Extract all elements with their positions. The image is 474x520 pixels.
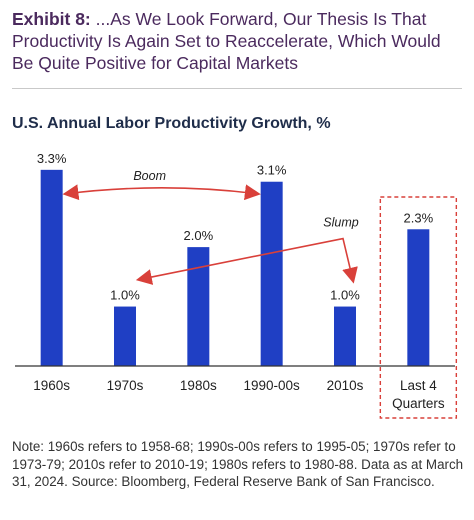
category-label-2: 1980s [180,378,217,393]
category-label-5-line-1: Quarters [392,396,445,411]
annotation-arrow-slump [135,237,358,285]
annotation-label-slump: Slump [323,216,358,230]
category-label-3: 1990-00s [244,378,301,393]
value-label-1: 1.0% [110,288,140,303]
highlight-box [379,196,458,419]
category-label-5-line-0: Last 4 [400,378,437,393]
bar-2 [187,247,210,366]
value-label-5: 2.3% [404,210,434,225]
category-label-4: 2010s [327,378,364,393]
divider [12,88,462,89]
bar-0 [40,169,63,366]
value-label-3: 3.1% [257,163,287,178]
exhibit-label: Exhibit 8: [12,9,91,29]
chart-title: U.S. Annual Labor Productivity Growth, % [12,115,331,132]
note-line-1: Note: 1960s refers to 1958-68; 1990s-00s… [12,439,456,472]
annotation-label-boom: Boom [133,169,166,183]
annotation-arrow-boom [62,184,261,201]
value-label-2: 2.0% [184,228,214,243]
exhibit-heading: Exhibit 8: ...As We Look Forward, Our Th… [12,8,464,74]
category-label-0: 1960s [33,378,70,393]
exhibit-title: ...As We Look Forward, Our Thesis Is Tha… [12,9,441,73]
chart-note: Note: 1960s refers to 1958-68; 1990s-00s… [12,438,467,491]
bar-1 [114,306,136,366]
note-line-2: Data as at March 31, 2024. Source: Bloom… [12,456,464,490]
bar-4 [334,306,356,366]
value-label-0: 3.3% [37,151,67,166]
bar-3 [260,181,283,366]
value-label-4: 1.0% [330,288,360,303]
bar-chart: 3.3% 1960s 1.0% 1970s 2.0% 1980s 3.1% 1990-00s 1… [15,151,458,419]
category-label-1: 1970s [107,378,144,393]
bar-5 [407,229,430,366]
